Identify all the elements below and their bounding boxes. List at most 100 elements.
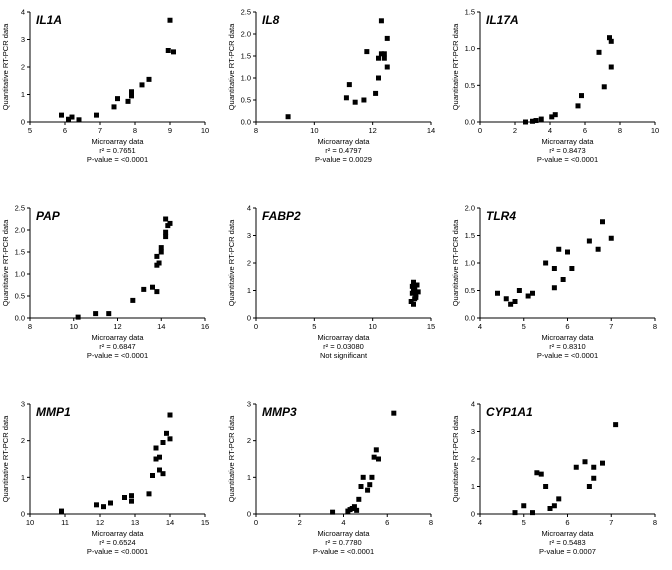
y-tick-label: 1.0 (465, 259, 475, 268)
data-point (378, 18, 384, 24)
y-tick-label: 0.0 (465, 314, 475, 323)
y-tick-label: 0 (21, 118, 25, 127)
data-point (608, 235, 614, 241)
data-point (508, 301, 514, 307)
y-tick-label: 0.0 (465, 118, 475, 127)
data-point (376, 55, 381, 61)
data-point (582, 459, 588, 465)
x-tick-label: 8 (653, 322, 657, 331)
x-tick-label: 12 (368, 126, 376, 135)
data-point (285, 114, 291, 120)
data-point (411, 279, 416, 285)
x-tick-label: 7 (98, 126, 102, 135)
data-point (543, 484, 549, 489)
stat-line: r² = 0.8473 (549, 146, 585, 155)
stat-line: r² = 0.03080 (323, 342, 364, 351)
data-point (153, 445, 159, 451)
x-axis-label: Microarray data (541, 529, 594, 538)
scatter-panel-il8: 0.0 0.5 1.0 1.5 2.0 2.5 8 10 12 14 IL8 Quantitative… (227, 8, 435, 165)
panel-title: FABP2 (262, 209, 301, 223)
data-point (122, 495, 127, 500)
data-point (384, 64, 390, 70)
data-point (608, 64, 614, 70)
data-point (360, 474, 366, 480)
stat-line: r² = 0.6524 (99, 538, 135, 547)
data-point (409, 283, 415, 289)
y-tick-label: 2.0 (465, 204, 475, 213)
y-axis-label: Quantitative RT-PCR data (451, 415, 460, 502)
x-tick-label: 7 (609, 518, 613, 527)
panel-title: IL1A (36, 13, 62, 27)
y-axis-label: Quantitative RT-PCR data (227, 415, 236, 502)
y-tick-label: 1.5 (241, 52, 251, 61)
data-point (521, 503, 527, 509)
data-point (158, 245, 164, 251)
data-point (538, 116, 544, 122)
data-point (600, 460, 605, 466)
y-tick-label: 1.0 (465, 44, 475, 53)
data-point (130, 297, 136, 303)
data-point (523, 119, 528, 125)
data-point (411, 301, 416, 307)
x-axis-label: Microarray data (91, 333, 144, 342)
data-point (413, 292, 419, 298)
x-tick-label: 8 (618, 126, 622, 135)
data-point (381, 55, 387, 61)
data-point (530, 510, 535, 516)
data-point (146, 76, 152, 82)
data-point (384, 35, 390, 41)
data-point (596, 49, 602, 55)
y-tick-label: 0.5 (241, 96, 251, 105)
x-tick-label: 12 (96, 518, 104, 527)
x-tick-label: 11 (61, 518, 69, 527)
y-tick-label: 1 (21, 473, 25, 482)
data-point (409, 290, 415, 296)
data-point (351, 504, 357, 510)
stat-line: r² = 0.6847 (99, 342, 135, 351)
y-axis-label: Quantitative RT-PCR data (1, 23, 10, 110)
x-axis-label: Microarray data (541, 333, 594, 342)
x-tick-label: 12 (113, 322, 121, 331)
x-tick-label: 14 (157, 322, 165, 331)
stat-line: r² = 0.7780 (325, 538, 361, 547)
y-tick-label: 0.0 (15, 314, 25, 323)
data-point (356, 496, 362, 502)
y-tick-label: 1 (247, 473, 251, 482)
x-tick-label: 6 (583, 126, 587, 135)
data-point (530, 118, 535, 124)
data-point (93, 311, 99, 317)
x-tick-label: 15 (427, 322, 435, 331)
x-tick-label: 9 (168, 126, 172, 135)
stat-line: P-value = <0.0001 (313, 547, 374, 556)
data-point (165, 48, 171, 53)
x-tick-label: 14 (166, 518, 174, 527)
data-point (376, 75, 381, 81)
data-point (157, 467, 162, 473)
x-tick-label: 5 (522, 518, 526, 527)
data-point (412, 286, 418, 292)
data-point (129, 498, 134, 504)
stat-line: r² = 0.4797 (325, 146, 361, 155)
data-point (371, 454, 377, 460)
data-point (391, 410, 397, 416)
y-tick-label: 2 (247, 436, 251, 445)
x-tick-label: 8 (254, 126, 258, 135)
y-tick-label: 3 (21, 35, 25, 44)
data-point (164, 430, 169, 436)
data-point (146, 491, 152, 497)
data-point (579, 93, 584, 99)
data-point (613, 422, 619, 428)
y-tick-label: 2 (471, 455, 475, 464)
x-axis-label: Microarray data (317, 529, 370, 538)
y-tick-label: 2 (21, 63, 25, 72)
data-point (158, 249, 164, 255)
data-point (560, 277, 566, 282)
data-point (111, 104, 117, 110)
data-point (534, 470, 540, 476)
y-tick-label: 1.5 (15, 248, 25, 257)
data-point (547, 506, 553, 511)
data-point (512, 510, 518, 516)
data-point (586, 238, 592, 244)
y-tick-label: 3 (21, 400, 25, 409)
panel-title: PAP (36, 209, 61, 223)
